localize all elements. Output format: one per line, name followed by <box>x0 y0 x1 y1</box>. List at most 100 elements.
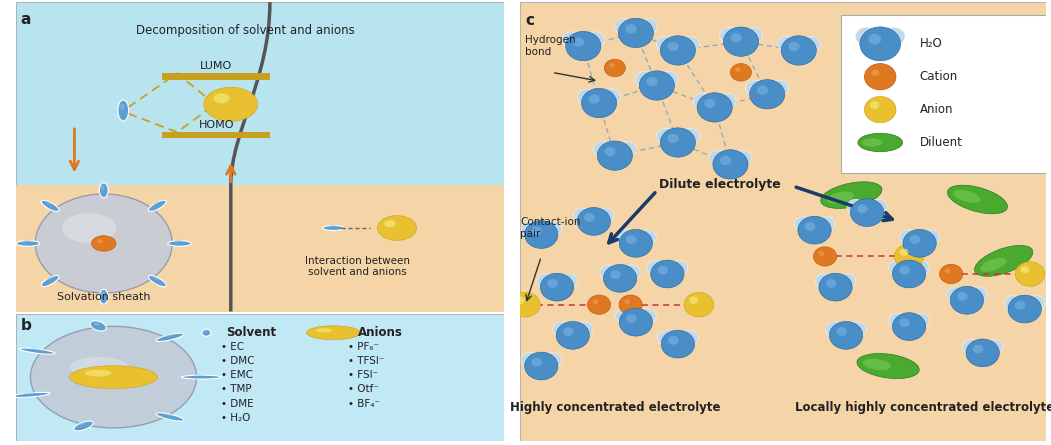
Ellipse shape <box>817 217 834 231</box>
Ellipse shape <box>316 328 332 332</box>
Ellipse shape <box>826 279 837 288</box>
Ellipse shape <box>856 28 877 45</box>
Ellipse shape <box>864 97 895 123</box>
Text: a: a <box>21 12 32 27</box>
Ellipse shape <box>940 264 963 283</box>
Ellipse shape <box>62 213 117 243</box>
Ellipse shape <box>922 230 940 245</box>
Text: • EC: • EC <box>221 342 244 352</box>
Ellipse shape <box>969 287 987 302</box>
Ellipse shape <box>577 207 611 235</box>
Ellipse shape <box>660 71 678 87</box>
Ellipse shape <box>945 269 950 274</box>
Text: LUMO: LUMO <box>200 61 232 71</box>
Ellipse shape <box>813 247 837 266</box>
Ellipse shape <box>778 36 796 52</box>
Ellipse shape <box>377 216 416 240</box>
Ellipse shape <box>681 36 699 52</box>
Ellipse shape <box>204 331 207 332</box>
Ellipse shape <box>871 69 880 76</box>
Ellipse shape <box>857 353 920 379</box>
Ellipse shape <box>148 200 166 211</box>
Ellipse shape <box>973 345 984 353</box>
Ellipse shape <box>604 147 616 156</box>
Ellipse shape <box>870 101 880 109</box>
Ellipse shape <box>869 199 887 214</box>
Ellipse shape <box>720 28 738 43</box>
Ellipse shape <box>863 359 891 370</box>
Text: Solvation sheath: Solvation sheath <box>57 292 150 302</box>
Ellipse shape <box>553 322 571 337</box>
Ellipse shape <box>176 240 182 242</box>
Ellipse shape <box>603 264 637 292</box>
Ellipse shape <box>581 89 617 117</box>
Ellipse shape <box>74 421 94 431</box>
Ellipse shape <box>194 375 206 376</box>
Ellipse shape <box>638 309 656 324</box>
Ellipse shape <box>20 348 55 354</box>
Ellipse shape <box>626 235 637 244</box>
Ellipse shape <box>602 89 620 105</box>
Ellipse shape <box>1008 295 1042 323</box>
Text: c: c <box>526 13 535 28</box>
Ellipse shape <box>619 230 653 257</box>
Ellipse shape <box>573 37 584 47</box>
Ellipse shape <box>622 265 640 279</box>
Ellipse shape <box>589 94 600 104</box>
Ellipse shape <box>981 258 1007 272</box>
Ellipse shape <box>850 199 884 227</box>
Ellipse shape <box>610 63 615 68</box>
Ellipse shape <box>46 277 51 280</box>
Ellipse shape <box>838 274 856 288</box>
Ellipse shape <box>950 287 984 314</box>
Ellipse shape <box>723 27 759 57</box>
Ellipse shape <box>619 308 653 336</box>
Ellipse shape <box>575 322 593 337</box>
Ellipse shape <box>1005 295 1023 310</box>
Ellipse shape <box>798 216 831 244</box>
Ellipse shape <box>651 260 684 288</box>
Ellipse shape <box>615 19 633 34</box>
Ellipse shape <box>639 19 657 34</box>
Ellipse shape <box>101 186 104 190</box>
Ellipse shape <box>563 327 574 336</box>
Ellipse shape <box>156 413 184 421</box>
FancyBboxPatch shape <box>16 185 504 312</box>
Ellipse shape <box>540 273 574 301</box>
Ellipse shape <box>892 260 926 288</box>
Ellipse shape <box>900 266 910 275</box>
Ellipse shape <box>669 260 687 275</box>
Ellipse shape <box>524 221 558 248</box>
Ellipse shape <box>624 299 630 304</box>
FancyBboxPatch shape <box>162 73 270 80</box>
Ellipse shape <box>574 208 592 222</box>
Ellipse shape <box>661 330 695 358</box>
Ellipse shape <box>90 321 106 331</box>
Ellipse shape <box>594 142 612 157</box>
Ellipse shape <box>97 239 103 243</box>
Ellipse shape <box>85 370 111 376</box>
Ellipse shape <box>910 235 921 244</box>
Ellipse shape <box>578 89 596 105</box>
Ellipse shape <box>957 292 968 301</box>
FancyBboxPatch shape <box>520 2 1046 441</box>
Ellipse shape <box>101 292 104 296</box>
Ellipse shape <box>521 221 539 236</box>
Ellipse shape <box>658 266 668 275</box>
Ellipse shape <box>819 273 852 301</box>
Ellipse shape <box>668 336 679 345</box>
Ellipse shape <box>1021 266 1029 273</box>
Ellipse shape <box>148 275 166 287</box>
Ellipse shape <box>911 260 929 275</box>
Ellipse shape <box>168 241 191 246</box>
Text: • Otf⁻: • Otf⁻ <box>348 384 379 394</box>
Text: Cation: Cation <box>920 70 957 83</box>
Ellipse shape <box>30 348 41 350</box>
Ellipse shape <box>963 340 981 354</box>
Ellipse shape <box>636 71 654 87</box>
Ellipse shape <box>511 292 540 317</box>
Ellipse shape <box>657 128 675 144</box>
Ellipse shape <box>864 64 895 90</box>
Ellipse shape <box>900 248 908 256</box>
Ellipse shape <box>619 295 642 314</box>
